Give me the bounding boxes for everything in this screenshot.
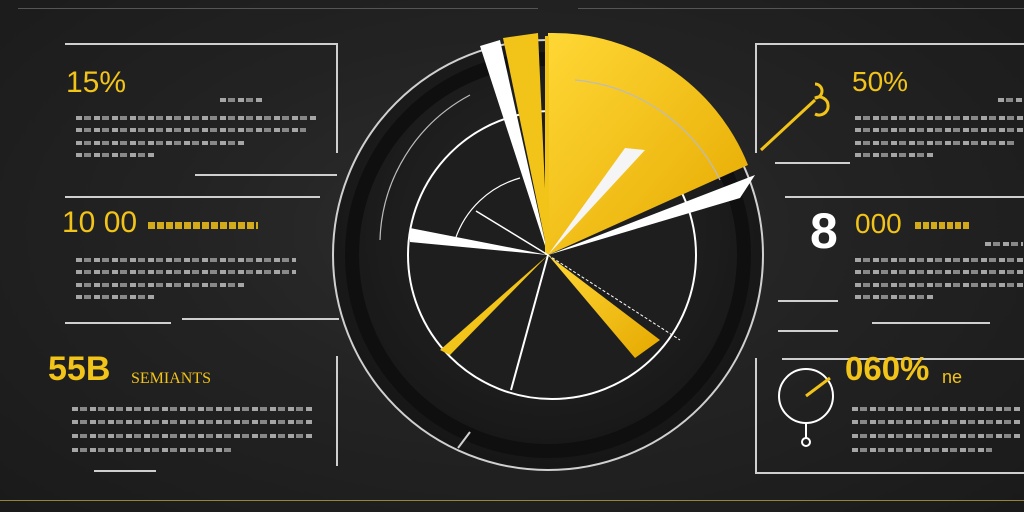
text-line [852, 448, 992, 452]
text-line [855, 128, 1023, 132]
text-line [855, 295, 935, 299]
left-stat-3-number: 55B [48, 350, 111, 388]
text-line [76, 141, 246, 145]
white-sector-left [410, 228, 548, 255]
right-frame-top [756, 43, 1024, 45]
text-line [72, 434, 312, 438]
right-divider-4 [778, 330, 838, 332]
text-line [76, 258, 296, 262]
left-frame-side [336, 43, 338, 153]
text-line [855, 270, 1023, 274]
right-stat-1: 50% [852, 66, 909, 97]
right-divider-1 [775, 162, 850, 164]
text-line [148, 222, 258, 229]
text-line [855, 283, 1023, 287]
bottom-divider [0, 500, 1024, 501]
text-line [76, 295, 156, 299]
top-divider-left [18, 8, 538, 9]
left-divider-3 [182, 318, 339, 320]
text-line [72, 448, 232, 452]
white-sector-top [480, 40, 548, 255]
right-frame-bottom [755, 472, 1024, 474]
text-line [855, 153, 935, 157]
left-frame-lower [336, 356, 338, 466]
right-stat-2-big: 8 [810, 203, 838, 259]
text-line [855, 141, 1015, 145]
left-stat-3-label: SEMIANTS [131, 370, 212, 387]
left-stat-2: 10 00 [62, 206, 138, 239]
left-divider-1 [195, 174, 337, 176]
stopwatch-icon [778, 368, 834, 447]
left-frame-top [65, 43, 338, 45]
left-frame-mid [65, 196, 320, 198]
hook-icon [759, 82, 830, 152]
text-line [76, 116, 316, 120]
left-divider-4 [94, 470, 156, 472]
text-line [855, 258, 1023, 262]
right-frame-side [755, 43, 757, 153]
right-stat-3-suffix: ne [942, 367, 963, 387]
text-line [852, 420, 1022, 424]
text-line [985, 242, 1023, 246]
right-frame-mid [785, 196, 1024, 198]
yellow-wedge-lower-left [440, 255, 548, 355]
text-line [915, 222, 970, 229]
white-sector-mid [548, 148, 645, 255]
text-line [852, 407, 1022, 411]
right-stat-3: 060% [845, 350, 930, 387]
right-divider-2 [778, 300, 838, 302]
right-divider-3 [872, 322, 990, 324]
left-divider-2 [65, 322, 171, 324]
yellow-sector-top [503, 33, 548, 255]
text-line [852, 434, 1022, 438]
top-divider-right [578, 8, 1024, 9]
yellow-sector-lower [548, 255, 660, 358]
text-line [998, 98, 1022, 102]
text-line [72, 407, 312, 411]
text-line [855, 116, 1023, 120]
right-stat-2-number: 000 [855, 208, 902, 239]
text-line [76, 283, 246, 287]
text-line [72, 420, 312, 424]
text-line [220, 98, 262, 102]
text-line [76, 128, 306, 132]
text-line [76, 153, 156, 157]
left-stat-1: 15% [66, 66, 127, 99]
right-frame-lower-top [782, 358, 1024, 360]
right-frame-lower-side [755, 358, 757, 473]
white-sector-right [548, 175, 755, 255]
text-line [76, 270, 296, 274]
